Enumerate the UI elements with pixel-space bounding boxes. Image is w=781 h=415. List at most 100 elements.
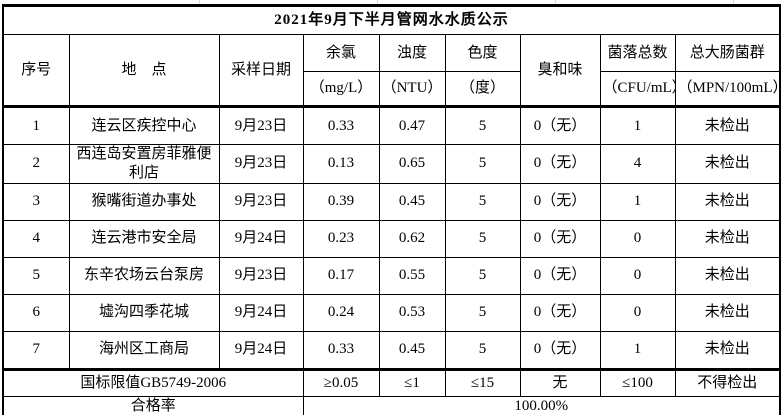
chlorine-cell: 0.24 (302, 293, 380, 332)
color-cell: 5 (444, 330, 521, 370)
header-row-main: 序号 地 点 采样日期 余氯 浊度 色度 臭和味 菌落总数 总大肠菌群 (2, 34, 781, 107)
row-number-cell: 3 (2, 182, 70, 221)
chlorine-cell: 0.39 (302, 182, 380, 221)
header-seq: 序号 (2, 34, 70, 107)
odor-cell: 0（无） (519, 256, 601, 295)
header-coliform: 总大肠菌群 (674, 34, 781, 72)
colony-count-cell: 0 (599, 219, 676, 258)
chlorine-cell: 0.33 (302, 105, 380, 145)
location-cell: 连云区疾控中心 (68, 105, 220, 145)
page-title: 2021年9月下半月管网水水质公示 (2, 5, 781, 35)
location-cell: 东辛农场云台泵房 (68, 256, 220, 295)
chlorine-cell: 0.23 (302, 219, 380, 258)
turbidity-cell: 0.45 (378, 182, 446, 221)
row-number-cell: 1 (2, 105, 70, 145)
turbidity-cell: 0.45 (378, 330, 446, 370)
odor-cell: 0（无） (519, 105, 601, 145)
sample-date-cell: 9月23日 (218, 105, 304, 145)
chlorine-cell: 0.13 (302, 144, 380, 184)
national-standard-limits-row: 国标限值GB5749-2006 ≥0.05 ≤1 ≤15 无 ≤100 不得检出 (2, 367, 781, 397)
table-row: 4 连云港市安全局 9月24日 0.23 0.62 5 0（无） 0 未检出 (2, 219, 781, 258)
chlorine-cell: 0.17 (302, 256, 380, 295)
odor-cell: 0（无） (519, 330, 601, 370)
odor-cell: 0（无） (519, 219, 601, 258)
limit-coliform: 不得检出 (674, 367, 781, 397)
location-cell: 猴嘴街道办事处 (68, 182, 220, 221)
coliform-cell: 未检出 (674, 105, 781, 145)
color-cell: 5 (444, 219, 521, 258)
turbidity-cell: 0.47 (378, 105, 446, 145)
header-turbidity: 浊度 (378, 34, 446, 72)
limit-colony: ≤100 (599, 367, 676, 397)
color-cell: 5 (444, 293, 521, 332)
turbidity-cell: 0.53 (378, 293, 446, 332)
limit-turbidity: ≤1 (378, 367, 446, 397)
odor-cell: 0（无） (519, 182, 601, 221)
colony-count-cell: 1 (599, 105, 676, 145)
odor-cell: 0（无） (519, 293, 601, 332)
sample-date-cell: 9月24日 (218, 293, 304, 332)
water-quality-table: 2021年9月下半月管网水水质公示 序号 地 点 采样日期 余氯 浊度 色度 臭… (2, 4, 781, 415)
header-color-unit: （度） (444, 71, 521, 107)
row-number-cell: 7 (2, 330, 70, 370)
title-row: 2021年9月下半月管网水水质公示 (2, 5, 781, 35)
colony-count-cell: 1 (599, 182, 676, 221)
colony-count-cell: 0 (599, 293, 676, 332)
header-location: 地 点 (68, 34, 220, 107)
limit-odor: 无 (519, 367, 601, 397)
coliform-cell: 未检出 (674, 330, 781, 370)
sample-date-cell: 9月24日 (218, 219, 304, 258)
colony-count-cell: 1 (599, 330, 676, 370)
coliform-cell: 未检出 (674, 256, 781, 295)
location-cell: 墟沟四季花城 (68, 293, 220, 332)
coliform-cell: 未检出 (674, 219, 781, 258)
header-row-units: （mg/L） （NTU） （度） （CFU/mL） （MPN/100mL） (3, 71, 781, 107)
table-row: 7 海州区工商局 9月24日 0.33 0.45 5 0（无） 1 未检出 (2, 330, 781, 370)
sample-date-cell: 9月23日 (218, 256, 304, 295)
table-row: 6 墟沟四季花城 9月24日 0.24 0.53 5 0（无） 0 未检出 (2, 293, 781, 332)
row-number-cell: 4 (2, 219, 70, 258)
coliform-cell: 未检出 (674, 293, 781, 332)
table-row: 2 西连岛安置房菲雅便利店 9月23日 0.13 0.65 5 0（无） 4 未… (2, 144, 781, 184)
header-odor: 臭和味 (519, 34, 601, 107)
sample-date-cell: 9月23日 (218, 144, 304, 184)
color-cell: 5 (444, 182, 521, 221)
spreadsheet-gridline-strip-top (0, 0, 781, 4)
chlorine-cell: 0.33 (302, 330, 380, 370)
coliform-cell: 未检出 (674, 144, 781, 184)
coliform-cell: 未检出 (674, 182, 781, 221)
turbidity-cell: 0.65 (378, 144, 446, 184)
color-cell: 5 (444, 105, 521, 145)
pass-rate-value: 100.00% (302, 395, 781, 415)
table-row: 1 连云区疾控中心 9月23日 0.33 0.47 5 0（无） 1 未检出 (2, 105, 781, 145)
header-colony-unit: （CFU/mL） (599, 71, 676, 107)
turbidity-cell: 0.55 (378, 256, 446, 295)
pass-rate-label: 合格率 (2, 395, 304, 415)
row-number-cell: 2 (2, 144, 70, 184)
header-chlorine-unit: （mg/L） (302, 71, 380, 107)
header-chlorine: 余氯 (302, 34, 380, 72)
location-cell: 海州区工商局 (68, 330, 220, 370)
turbidity-cell: 0.62 (378, 219, 446, 258)
header-coliform-unit: （MPN/100mL） (674, 71, 781, 107)
odor-cell: 0（无） (519, 144, 601, 184)
header-turbidity-unit: （NTU） (378, 71, 446, 107)
row-number-cell: 6 (2, 293, 70, 332)
color-cell: 5 (444, 144, 521, 184)
limit-color: ≤15 (444, 367, 521, 397)
header-sample-date: 采样日期 (218, 34, 304, 107)
colony-count-cell: 0 (599, 256, 676, 295)
pass-rate-row: 合格率 100.00% (2, 395, 781, 415)
table-row: 5 东辛农场云台泵房 9月23日 0.17 0.55 5 0（无） 0 未检出 (2, 256, 781, 295)
sample-date-cell: 9月23日 (218, 182, 304, 221)
limits-label: 国标限值GB5749-2006 (2, 367, 304, 397)
table-row: 3 猴嘴街道办事处 9月23日 0.39 0.45 5 0（无） 1 未检出 (2, 182, 781, 221)
sample-date-cell: 9月24日 (218, 330, 304, 370)
header-color: 色度 (444, 34, 521, 72)
colony-count-cell: 4 (599, 144, 676, 184)
limit-chlorine: ≥0.05 (302, 367, 380, 397)
location-cell: 连云港市安全局 (68, 219, 220, 258)
location-cell: 西连岛安置房菲雅便利店 (68, 144, 220, 184)
color-cell: 5 (444, 256, 521, 295)
